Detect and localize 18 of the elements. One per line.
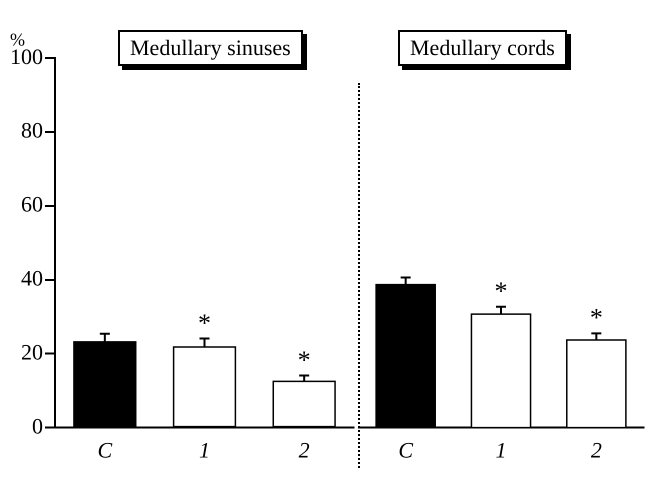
chart-title: Medullary cords — [398, 30, 567, 66]
annotation: * — [198, 308, 211, 338]
x-tick-label: 2 — [590, 438, 602, 463]
x-tick-label: C — [97, 438, 112, 463]
chart-title: Medullary sinuses — [118, 30, 303, 66]
y-tick-label: 0 — [32, 413, 43, 438]
y-tick-label: 40 — [21, 266, 43, 291]
annotation: * — [494, 276, 508, 306]
x-tick-label: 2 — [298, 438, 310, 463]
x-tick-label: 1 — [199, 438, 210, 463]
y-axis-title: % — [10, 30, 25, 50]
x-tick-label: C — [398, 438, 414, 463]
annotation: * — [298, 345, 311, 374]
y-tick-label: 20 — [21, 339, 43, 364]
y-tick-label: 80 — [21, 118, 43, 143]
x-tick-label: 1 — [496, 438, 506, 463]
annotation: * — [590, 303, 603, 332]
y-tick-label: 60 — [21, 192, 43, 217]
